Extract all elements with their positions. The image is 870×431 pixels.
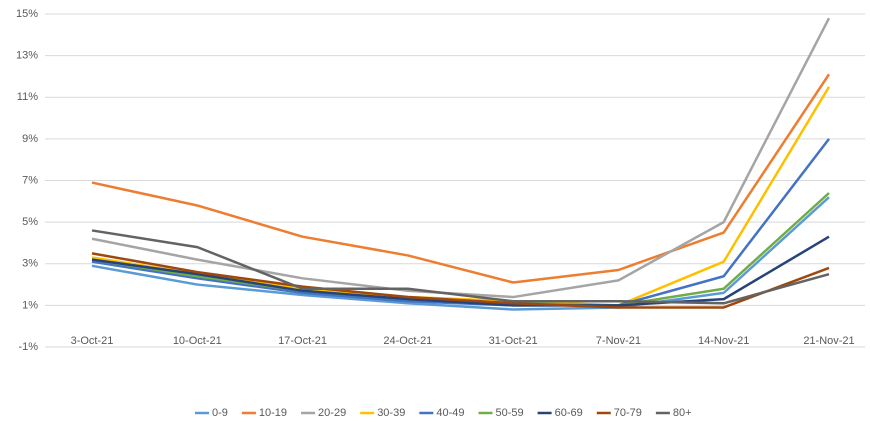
y-tick-label: 9% [22, 133, 38, 145]
x-tick-label: 21-Nov-21 [803, 335, 854, 347]
legend-label: 10-19 [259, 407, 287, 419]
legend-label: 60-69 [555, 407, 583, 419]
legend-label: 20-29 [318, 407, 346, 419]
legend-label: 30-39 [377, 407, 405, 419]
y-tick-label: -1% [18, 341, 38, 353]
y-tick-label: 1% [22, 299, 38, 311]
y-tick-label: 3% [22, 258, 38, 270]
series-line [91, 196, 830, 311]
y-tick-label: 13% [16, 50, 38, 62]
series-line [91, 73, 831, 284]
legend-label: 50-59 [495, 407, 523, 419]
y-tick-label: 11% [17, 91, 38, 103]
series-line [91, 235, 830, 307]
legend-label: 80+ [673, 407, 692, 419]
x-tick-label: 31-Oct-21 [489, 335, 538, 347]
y-tick-label: 15% [16, 8, 38, 20]
x-tick-label: 7-Nov-21 [596, 335, 641, 347]
series-line [91, 17, 831, 299]
x-tick-label: 14-Nov-21 [698, 335, 749, 347]
x-tick-label: 24-Oct-21 [383, 335, 432, 347]
x-tick-label: 17-Oct-21 [278, 335, 327, 347]
legend-label: 0-9 [212, 407, 228, 419]
legend-label: 70-79 [614, 407, 642, 419]
x-tick-label: 3-Oct-21 [71, 335, 114, 347]
legend-label: 40-49 [436, 407, 464, 419]
y-tick-label: 5% [22, 216, 38, 228]
y-tick-label: 7% [22, 174, 38, 186]
series-line [91, 229, 830, 305]
x-tick-label: 10-Oct-21 [173, 335, 222, 347]
series-line [91, 252, 830, 309]
